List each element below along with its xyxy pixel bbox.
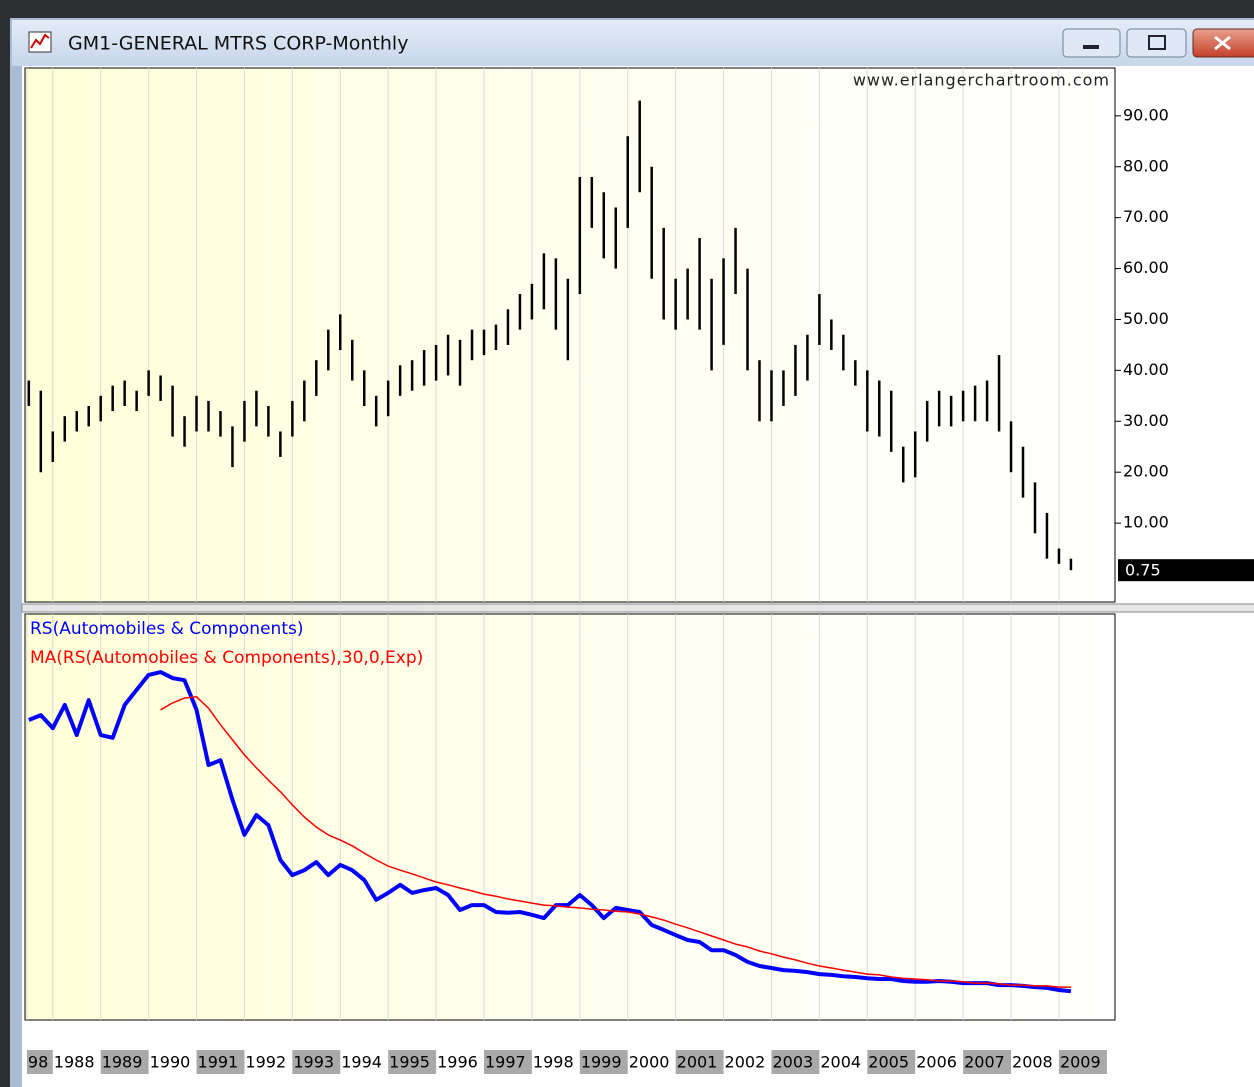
x-tick-label-bg xyxy=(867,1050,916,1074)
x-tick-label: 2006 xyxy=(916,1053,957,1072)
x-tick-label: 2001 xyxy=(677,1053,718,1072)
x-tick-label: 1992 xyxy=(245,1053,286,1072)
x-tick-label: 2007 xyxy=(964,1053,1005,1072)
legend-entry: RS(Automobiles & Components) xyxy=(30,619,303,639)
x-tick-label: 1990 xyxy=(150,1053,191,1072)
indicator-panel xyxy=(24,613,1116,1021)
legend-entry: MA(RS(Automobiles & Components),30,0,Exp… xyxy=(30,648,423,668)
x-tick-label-bg xyxy=(1058,1050,1107,1074)
x-tick-label-bg xyxy=(579,1050,628,1074)
x-tick-label-bg xyxy=(771,1050,820,1074)
title-bar xyxy=(12,20,1254,66)
series-line xyxy=(28,670,1072,994)
x-tick-label-bg xyxy=(292,1050,341,1074)
y-tick-label: 40.00 xyxy=(1123,360,1169,379)
x-tick-label: 1995 xyxy=(389,1053,430,1072)
x-tick-label: 1994 xyxy=(341,1053,382,1072)
y-tick-label: 30.00 xyxy=(1123,411,1169,430)
x-tick-label-bg xyxy=(26,1050,53,1074)
panel-separator xyxy=(21,603,1254,613)
x-tick-label: 2009 xyxy=(1060,1053,1101,1072)
last-price-label: 0.75 xyxy=(1125,561,1161,580)
x-tick-label: 1996 xyxy=(437,1053,478,1072)
window-title: GM1-GENERAL MTRS CORP-Monthly xyxy=(68,33,408,55)
price-panel xyxy=(24,67,1116,603)
x-tick-label: 98 xyxy=(28,1053,48,1072)
y-tick-label: 10.00 xyxy=(1123,513,1169,532)
x-tick-label: 2002 xyxy=(725,1053,766,1072)
indicator-plot xyxy=(26,614,1072,1020)
y-tick-label: 90.00 xyxy=(1123,105,1169,124)
x-tick-label-bg xyxy=(675,1050,724,1074)
x-tick-label-bg xyxy=(196,1050,245,1074)
x-tick-label: 1998 xyxy=(533,1053,574,1072)
x-tick-label: 2008 xyxy=(1012,1053,1053,1072)
close-button[interactable] xyxy=(1192,28,1254,58)
x-tick-label: 1991 xyxy=(198,1053,239,1072)
x-tick-label: 2004 xyxy=(820,1053,861,1072)
x-tick-label-bg xyxy=(100,1050,149,1074)
x-tick-label-bg xyxy=(963,1050,1012,1074)
x-tick-label: 1988 xyxy=(54,1053,95,1072)
x-tick-label-bg xyxy=(483,1050,532,1074)
x-tick-label: 2000 xyxy=(629,1053,670,1072)
price-plot xyxy=(26,68,1073,602)
watermark: www.erlangerchartroom.com xyxy=(853,71,1110,90)
x-tick-label: 1993 xyxy=(293,1053,334,1072)
y-tick-label: 20.00 xyxy=(1123,462,1169,481)
x-tick-label: 2003 xyxy=(772,1053,813,1072)
last-price-box xyxy=(1118,559,1254,582)
axes: 10.00 20.00 30.00 40.00 50.00 60.00 70.00 80.00… xyxy=(26,105,1254,1074)
x-tick-label: 2005 xyxy=(868,1053,909,1072)
x-tick-label: 1989 xyxy=(102,1053,143,1072)
x-tick-label-bg xyxy=(388,1050,437,1074)
y-tick-label: 60.00 xyxy=(1123,258,1169,277)
series-line xyxy=(160,696,1071,988)
maximize-button[interactable] xyxy=(1126,28,1187,58)
y-tick-label: 50.00 xyxy=(1123,309,1169,328)
x-tick-label: 1999 xyxy=(581,1053,622,1072)
app-icon xyxy=(28,31,52,53)
y-tick-label: 70.00 xyxy=(1123,207,1169,226)
minimize-button[interactable] xyxy=(1062,28,1121,58)
x-tick-label: 1997 xyxy=(485,1053,526,1072)
y-tick-label: 80.00 xyxy=(1123,156,1169,175)
